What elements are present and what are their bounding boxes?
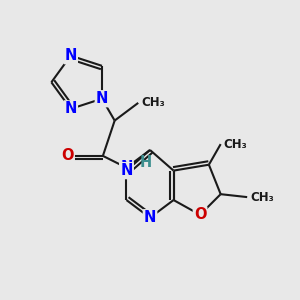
- Text: N: N: [120, 163, 133, 178]
- Text: CH₃: CH₃: [224, 138, 248, 151]
- Text: H: H: [140, 155, 152, 170]
- Text: N: N: [96, 91, 108, 106]
- Text: O: O: [61, 148, 74, 164]
- Text: N: N: [144, 210, 156, 225]
- Text: N: N: [64, 48, 77, 63]
- Text: N: N: [120, 160, 133, 175]
- Text: CH₃: CH₃: [250, 190, 274, 204]
- Text: CH₃: CH₃: [141, 96, 165, 110]
- Text: N: N: [64, 101, 77, 116]
- Text: O: O: [194, 207, 206, 222]
